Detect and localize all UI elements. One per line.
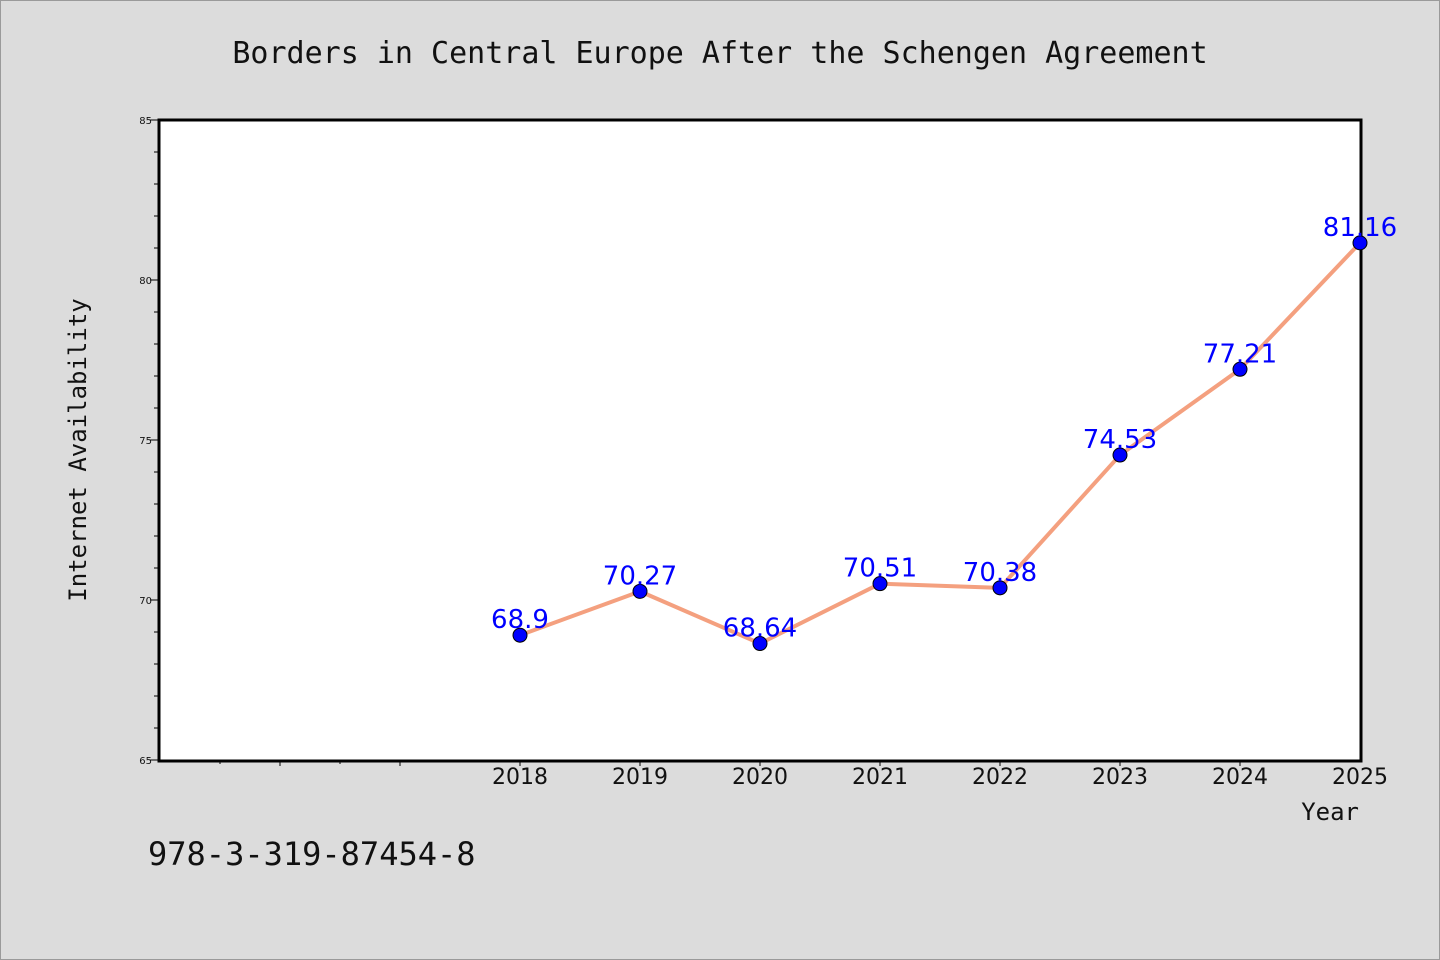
x-tick-label: 2024 <box>1212 765 1268 790</box>
data-point <box>1352 235 1368 251</box>
data-point <box>632 583 648 599</box>
plot-area <box>157 118 1363 763</box>
y-tick-label: 70 <box>139 596 152 607</box>
y-axis-label: Internet Availability <box>64 298 92 601</box>
data-label: 74.53 <box>1083 425 1157 455</box>
series-group: 68.9 70.27 68.64 70.51 70.38 74.53 77.21 81.16 <box>491 213 1397 652</box>
x-tick-label: 2019 <box>612 765 668 790</box>
data-label: 81.16 <box>1323 213 1397 243</box>
data-point <box>872 576 888 592</box>
data-point <box>992 580 1008 596</box>
data-point <box>1232 361 1248 377</box>
x-tick-label: 2022 <box>972 765 1028 790</box>
x-axis-label: Year <box>1301 798 1359 826</box>
data-label: 68.9 <box>491 605 549 635</box>
x-tick-label: 2020 <box>732 765 788 790</box>
data-label: 70.38 <box>963 558 1037 588</box>
data-point <box>1112 447 1128 463</box>
y-axis: 65 70 75 80 85 <box>139 116 160 767</box>
chart-title: Borders in Central Europe After the Sche… <box>232 36 1207 71</box>
series-line <box>519 241 1362 646</box>
data-point <box>752 636 768 652</box>
x-axis: 2018 2019 2020 2021 2022 2023 2024 2025 <box>219 760 1388 790</box>
y-tick-label: 80 <box>139 276 152 287</box>
data-label: 70.51 <box>843 554 917 584</box>
data-label: 68.64 <box>723 614 797 644</box>
y-tick-label: 75 <box>139 436 152 447</box>
x-tick-label: 2021 <box>852 765 908 790</box>
isbn-text: 978-3-319-87454-8 <box>148 835 476 873</box>
x-tick-label: 2018 <box>492 765 548 790</box>
y-tick-label: 65 <box>139 756 152 767</box>
y-tick-label: 85 <box>139 116 152 127</box>
x-tick-label: 2023 <box>1092 765 1148 790</box>
x-tick-label: 2025 <box>1332 765 1388 790</box>
data-point <box>512 627 528 643</box>
data-label: 77.21 <box>1203 339 1277 369</box>
data-label: 70.27 <box>603 561 677 591</box>
